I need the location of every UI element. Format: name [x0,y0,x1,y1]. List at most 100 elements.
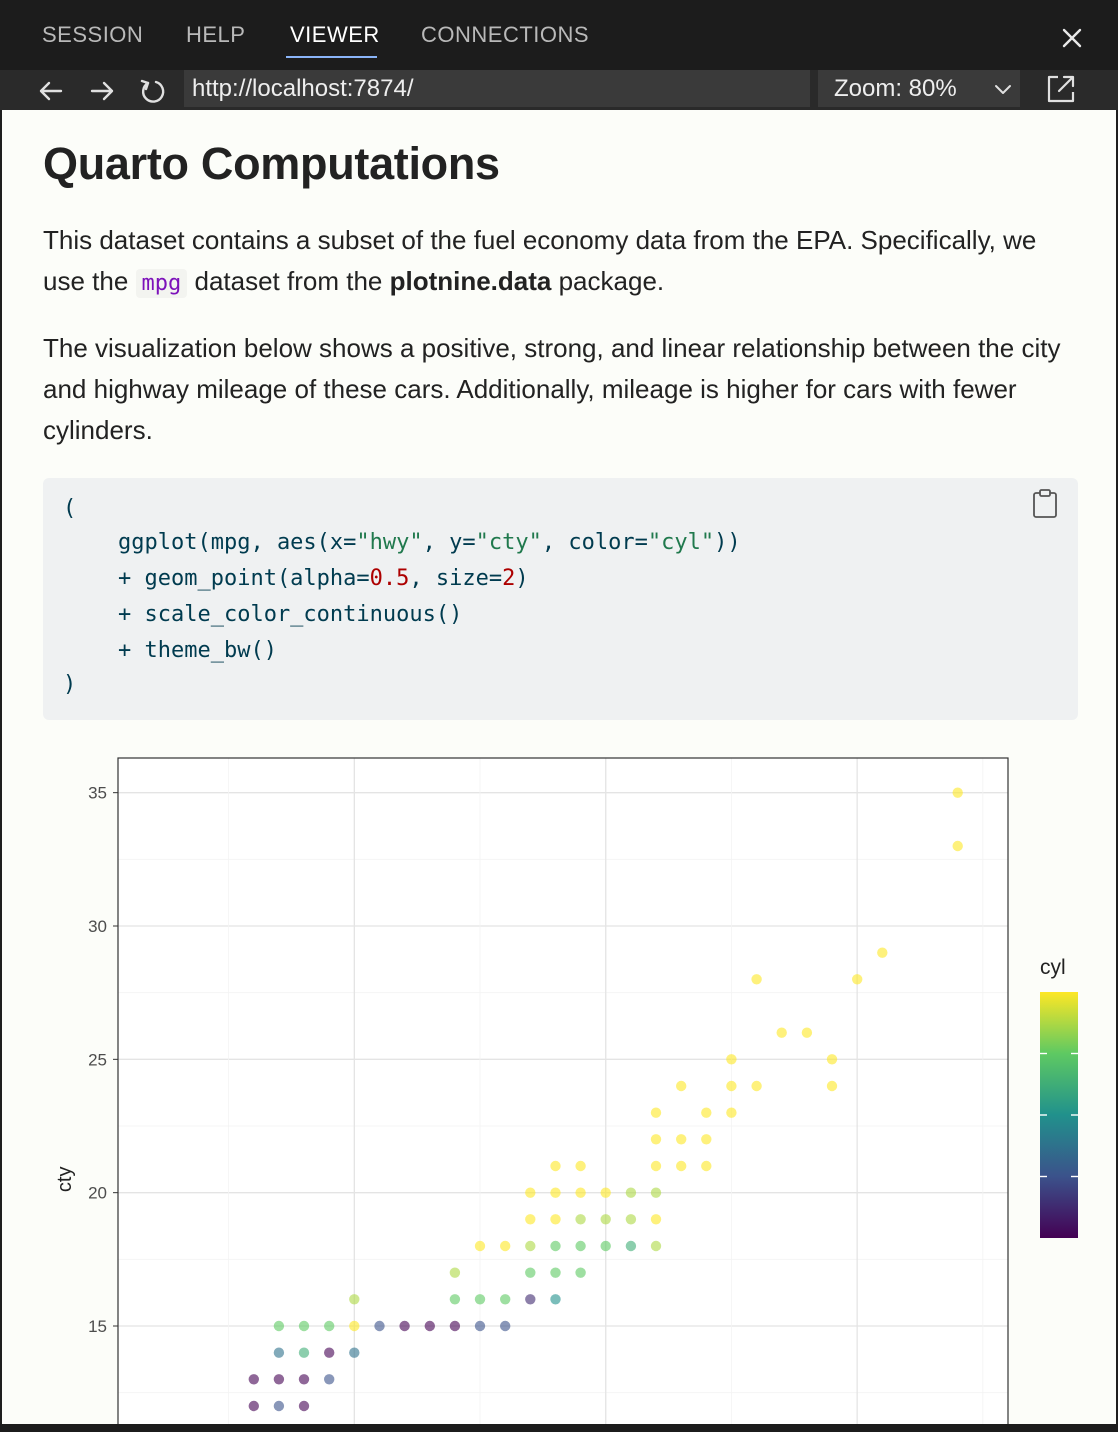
open-external-icon[interactable] [1044,72,1078,106]
data-point [424,1320,435,1332]
code-token: ggplot(mpg, aes(x= [118,530,357,555]
data-point [374,1320,385,1332]
code-line-scale: + scale_color_continuous() [118,602,463,627]
data-point [701,1107,712,1118]
data-point [776,1027,787,1038]
y-tick-label: 30 [88,917,107,936]
data-point [550,1294,561,1305]
data-point [324,1374,335,1385]
data-point [273,1347,285,1358]
data-point [826,1080,838,1092]
data-point [550,1160,561,1172]
code-token: , color= [541,530,648,555]
data-point [248,1374,259,1385]
data-point [550,1240,561,1252]
legend-title: cyl [1040,956,1066,979]
code-token: )) [714,530,741,555]
y-tick-label: 25 [88,1050,107,1069]
data-point [500,1240,511,1252]
data-points [248,787,963,1412]
y-tick-label: 20 [88,1184,107,1203]
data-point [298,1374,310,1385]
data-point [726,1107,737,1118]
code-token: + geom_point(alpha= [118,566,370,591]
tab-help[interactable]: HELP [186,22,246,47]
data-point [952,840,963,852]
tab-connections[interactable]: CONNECTIONS [421,22,590,47]
zoom-select[interactable]: Zoom: 80% [818,70,1020,107]
data-point [952,787,963,798]
data-point [575,1267,586,1278]
reload-icon[interactable] [136,74,170,108]
pane-tab-bar: SESSION HELP VIEWER CONNECTIONS [0,0,1118,70]
data-point [726,1080,737,1092]
back-arrow-icon[interactable] [34,74,68,108]
data-point [701,1134,712,1145]
code-string: "hwy" [356,530,423,555]
data-point [701,1160,712,1172]
data-point [525,1187,536,1198]
data-point [650,1187,662,1198]
plot-grid [118,758,1008,1424]
data-point [273,1374,285,1385]
intro-text-1: This dataset contains a subset of the fu… [43,225,1037,296]
data-point [474,1294,486,1305]
data-point [273,1320,285,1332]
data-point [877,947,888,958]
data-point [525,1267,536,1278]
code-number: 2 [502,566,516,591]
window-bottom-edge [0,1424,1118,1432]
code-line-ggplot: ggplot(mpg, aes(x="hwy", y="cty", color=… [118,530,741,555]
data-point [349,1320,360,1332]
data-point [676,1160,687,1172]
data-point [298,1320,310,1332]
y-tick-label: 35 [88,784,107,803]
intro-text-2: dataset from the [187,266,390,296]
data-point [474,1320,486,1332]
data-point [751,1080,762,1092]
data-point [625,1214,637,1225]
data-point [726,1054,737,1065]
code-number: 0.5 [369,566,410,591]
data-point [650,1160,662,1172]
data-point [349,1294,360,1305]
data-point [751,974,762,985]
data-point [273,1400,285,1412]
clipboard-copy-icon[interactable] [1030,488,1060,520]
code-close-paren: ) [63,672,77,697]
data-point [248,1400,259,1412]
data-point [324,1320,335,1332]
zoom-label: Zoom: 80% [834,75,957,102]
data-point [298,1347,310,1358]
code-block: ( ggplot(mpg, aes(x="hwy", y="cty", colo… [43,478,1078,720]
chevron-down-icon [995,85,1011,94]
code-string: "cyl" [647,530,715,555]
data-point [600,1214,611,1225]
tab-viewer[interactable]: VIEWER [290,22,380,47]
data-point [298,1400,310,1412]
data-point [449,1320,461,1332]
data-point [449,1294,461,1305]
code-token: , size= [409,566,503,591]
code-line-geom-point: + geom_point(alpha=0.5, size=2) [118,566,529,591]
data-point [500,1320,511,1332]
data-point [600,1240,611,1252]
data-point [676,1134,687,1145]
tab-session[interactable]: SESSION [42,22,144,47]
y-tick-label: 15 [88,1317,107,1336]
data-point [525,1294,536,1305]
viewer-content: Quarto Computations This dataset contain… [2,110,1116,1424]
data-point [826,1054,838,1065]
data-point [575,1214,586,1225]
code-string: "cty" [475,530,542,555]
data-point [449,1267,461,1278]
code-token: ) [515,566,529,591]
package-name: plotnine.data [389,266,552,296]
address-bar[interactable]: http://localhost:7874/ [184,70,810,107]
data-point [575,1240,586,1252]
code-line-theme: + theme_bw() [118,638,277,663]
close-icon[interactable] [1054,20,1090,56]
forward-arrow-icon[interactable] [85,74,119,108]
intro-paragraph: This dataset contains a subset of the fu… [43,220,1083,304]
data-point [550,1267,561,1278]
